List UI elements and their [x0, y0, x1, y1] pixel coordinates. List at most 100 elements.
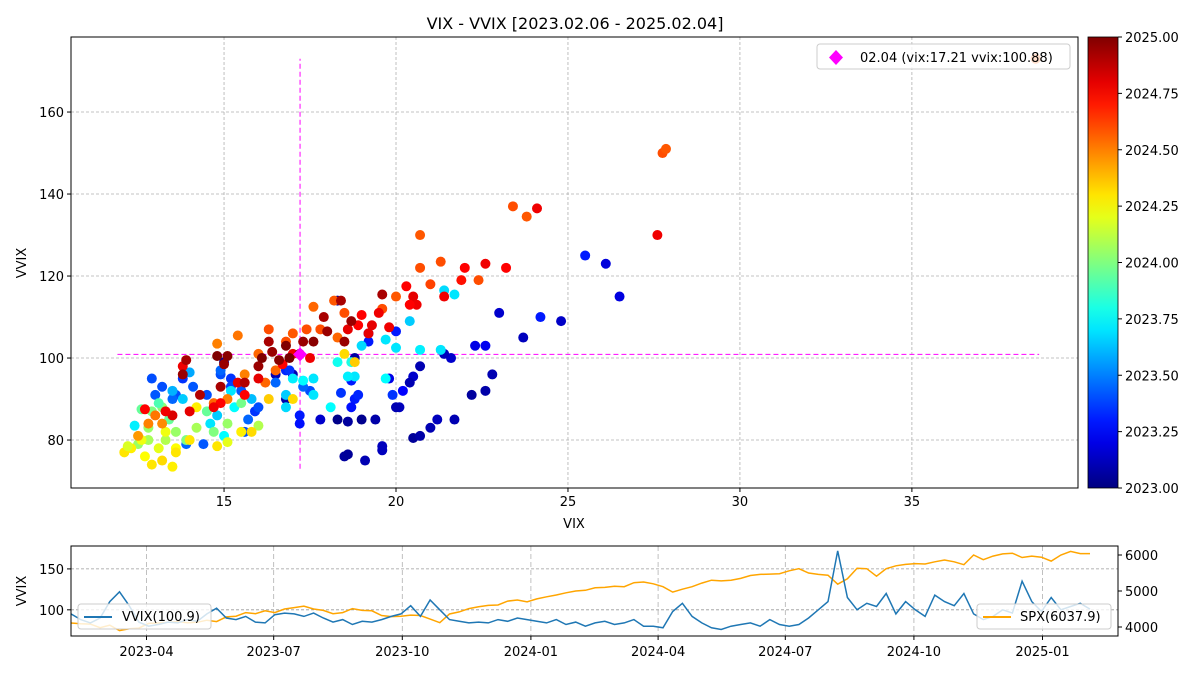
y-right-tick-label: 4000	[1125, 621, 1158, 636]
scatter-point	[157, 455, 168, 466]
scatter-point	[222, 418, 233, 429]
colorbar-tick-label: 2023.25	[1125, 426, 1179, 441]
scatter-point	[239, 369, 250, 380]
scatter-point	[404, 377, 415, 388]
scatter-point	[287, 394, 298, 405]
y-tick-label: 140	[39, 188, 64, 203]
scatter-point	[415, 430, 426, 441]
scatter-point	[150, 389, 161, 400]
scatter-point	[201, 389, 212, 400]
scatter-point	[243, 414, 254, 425]
scatter-point	[349, 371, 360, 382]
scatter-point	[356, 309, 367, 320]
scatter-point	[188, 381, 199, 392]
colorbar: 2023.00 2023.25 2023.50 2023.75 2024.00 2024.…	[1087, 31, 1179, 497]
scatter-point	[212, 350, 223, 361]
x-tick-label: 2024-04	[631, 645, 685, 660]
scatter-point	[280, 340, 291, 351]
scatter-point	[449, 289, 460, 300]
scatter-point	[384, 322, 395, 333]
scatter-point	[346, 402, 357, 413]
scatter-point	[225, 385, 236, 396]
scatter-point	[287, 373, 298, 384]
scatter-point	[342, 324, 353, 335]
scatter-point	[308, 373, 319, 384]
scatter-point	[308, 336, 319, 347]
colorbar-tick-label: 2023.00	[1125, 482, 1179, 497]
scatter-point	[325, 402, 336, 413]
scatter-point	[160, 406, 171, 417]
y-tick-label: 100	[39, 352, 64, 367]
scatter-point	[232, 377, 243, 388]
scatter-point	[305, 353, 316, 364]
scatter-point	[143, 418, 154, 429]
scatter-point	[177, 369, 188, 380]
scatter-point	[480, 258, 491, 269]
scatter-point	[391, 402, 402, 413]
scatter-point	[532, 203, 543, 214]
scatter-point	[404, 316, 415, 327]
scatter-point	[263, 336, 274, 347]
scatter-point	[143, 435, 154, 446]
scatter-point	[239, 389, 250, 400]
scatter-points	[119, 53, 1041, 472]
colorbar-tick-label: 2024.00	[1125, 257, 1179, 272]
scatter-point	[339, 348, 350, 359]
scatter-point	[219, 359, 230, 370]
y-axis-label: VVIX	[15, 248, 30, 279]
colorbar-tick-label: 2024.50	[1125, 144, 1179, 159]
main-axes-frame	[70, 36, 1079, 489]
colorbar-tick-label: 2024.25	[1125, 200, 1179, 215]
scatter-point	[397, 385, 408, 396]
scatter-point	[256, 353, 267, 364]
scatter-point	[415, 344, 426, 355]
colorbar-tick-label: 2025.00	[1125, 31, 1179, 46]
scatter-point	[363, 328, 374, 339]
scatter-point	[146, 373, 157, 384]
scatter-point	[535, 312, 546, 323]
x-axis-label: VIX	[563, 517, 585, 532]
scatter-point	[298, 336, 309, 347]
scatter-point	[122, 441, 133, 452]
x-tick-label: 2024-07	[758, 645, 812, 660]
legend-label-spx: SPX(6037.9)	[1020, 610, 1101, 625]
scatter-point	[267, 346, 278, 357]
scatter-point	[263, 324, 274, 335]
vvix-line	[71, 550, 1091, 631]
vvix-legend: VVIX(100.9)	[77, 603, 212, 630]
scatter-point	[480, 385, 491, 396]
scatter-point	[660, 143, 671, 154]
x-tick-label: 20	[388, 495, 405, 510]
scatter-point	[184, 435, 195, 446]
scatter-point	[580, 250, 591, 261]
scatter-point	[356, 340, 367, 351]
scatter-point	[287, 328, 298, 339]
scatter-point	[408, 291, 419, 302]
scatter-point	[456, 275, 467, 286]
scatter-point	[401, 281, 412, 292]
scatter-point	[404, 299, 415, 310]
scatter-point	[236, 398, 247, 409]
x-tick-label: 30	[732, 495, 749, 510]
scatter-point	[391, 291, 402, 302]
scatter-point	[614, 291, 625, 302]
colorbar-tick-label: 2024.75	[1125, 87, 1179, 102]
scatter-point	[205, 418, 216, 429]
scatter-point	[360, 455, 371, 466]
x-tick-label: 2025-01	[1015, 645, 1069, 660]
scatter-point	[380, 334, 391, 345]
scatter-point	[298, 375, 309, 386]
y-tick-label: 80	[47, 434, 64, 449]
scatter-point	[294, 418, 305, 429]
scatter-point	[184, 406, 195, 417]
scatter-point	[284, 353, 295, 364]
scatter-point	[373, 307, 384, 318]
legend-box	[976, 603, 1112, 630]
scatter-point	[170, 426, 181, 437]
scatter-point	[466, 389, 477, 400]
x-tick-label: 2023-04	[119, 645, 173, 660]
scatter-point	[342, 371, 353, 382]
scatter-point	[215, 381, 226, 392]
scatter-point	[212, 441, 223, 452]
scatter-point	[280, 402, 291, 413]
